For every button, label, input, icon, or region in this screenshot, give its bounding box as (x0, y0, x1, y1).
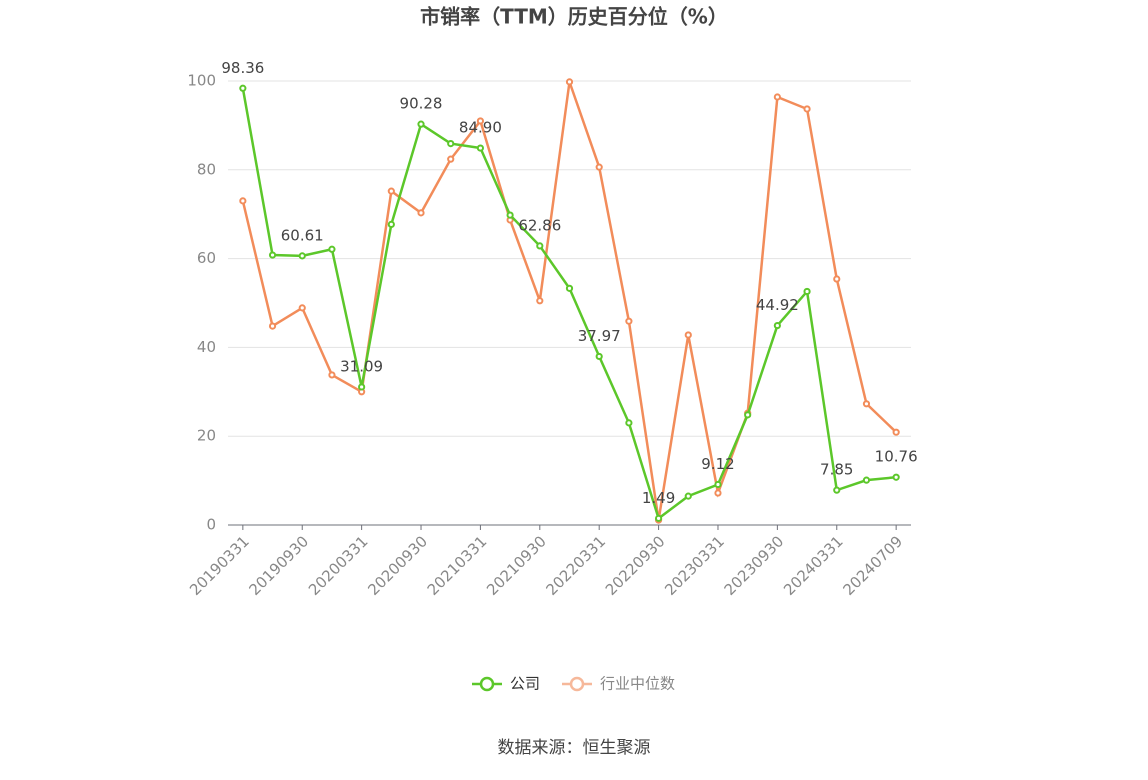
data-label: 10.76 (875, 448, 918, 466)
point (625, 419, 633, 427)
point (892, 428, 900, 436)
x-tick-label: 20210930 (483, 532, 550, 599)
point (565, 284, 574, 292)
point (268, 251, 277, 259)
data-label: 44.92 (756, 296, 799, 314)
point (773, 93, 781, 101)
point (506, 211, 514, 219)
point (892, 473, 900, 481)
point (862, 476, 871, 484)
point (417, 120, 425, 128)
point (298, 252, 306, 260)
data-label: 1.49 (642, 489, 675, 507)
chart-title: 市销率（TTM）历史百分位（%） (420, 5, 728, 29)
point (387, 220, 395, 229)
point (239, 84, 247, 92)
y-tick-label: 20 (197, 427, 216, 445)
point (536, 297, 544, 305)
point (565, 78, 574, 86)
point (714, 489, 722, 497)
point (833, 275, 841, 283)
point (684, 331, 692, 339)
data-label: 7.85 (820, 461, 853, 479)
x-tick-label: 20190331 (186, 532, 253, 599)
point (239, 197, 247, 205)
point (447, 155, 455, 163)
point (654, 514, 663, 522)
y-tick-label: 100 (187, 72, 216, 90)
legend-label: 公司 (510, 675, 540, 693)
point (417, 209, 425, 217)
point (268, 322, 277, 330)
data-label: 37.97 (578, 327, 621, 345)
point (773, 321, 781, 330)
x-tick-label: 20220331 (542, 532, 609, 599)
point (447, 140, 455, 148)
point (595, 163, 603, 171)
point (714, 480, 722, 489)
x-tick-label: 20230930 (721, 532, 788, 599)
point (625, 317, 633, 325)
y-tick-label: 80 (197, 160, 216, 178)
y-tick-label: 60 (197, 249, 216, 267)
legend-label: 行业中位数 (600, 675, 675, 693)
y-tick-label: 40 (197, 338, 216, 356)
point (476, 144, 485, 152)
x-tick-label: 20240709 (839, 532, 906, 599)
x-tick-label: 20240331 (780, 532, 847, 599)
point (536, 242, 544, 250)
data-label: 9.12 (701, 455, 734, 473)
point (328, 245, 336, 253)
x-tick-label: 20190930 (246, 532, 313, 599)
data-label: 84.90 (459, 119, 502, 137)
source: 数据来源：恒生聚源 (498, 738, 651, 758)
data-label: 62.86 (518, 216, 561, 234)
point (803, 105, 811, 113)
point (744, 411, 752, 419)
point (298, 304, 306, 312)
data-label: 90.28 (400, 95, 443, 113)
data-label: 98.36 (221, 59, 264, 77)
x-tick-label: 20210331 (424, 532, 491, 599)
data-label: 31.09 (340, 357, 383, 375)
x-tick-label: 20220930 (602, 532, 669, 599)
point (328, 371, 336, 379)
point (803, 287, 811, 296)
x-tick-label: 20230331 (661, 532, 728, 599)
point (833, 486, 841, 494)
point (387, 187, 395, 195)
legend-marker (479, 676, 495, 692)
point (476, 117, 485, 125)
point (684, 492, 692, 500)
point (595, 352, 603, 361)
data-label: 60.61 (281, 226, 324, 244)
x-tick-label: 20200331 (305, 532, 372, 599)
point (862, 400, 871, 408)
x-tick-label: 20200930 (364, 532, 431, 599)
point (358, 383, 366, 391)
y-tick-label: 0 (206, 516, 216, 534)
legend-marker (569, 676, 585, 692)
